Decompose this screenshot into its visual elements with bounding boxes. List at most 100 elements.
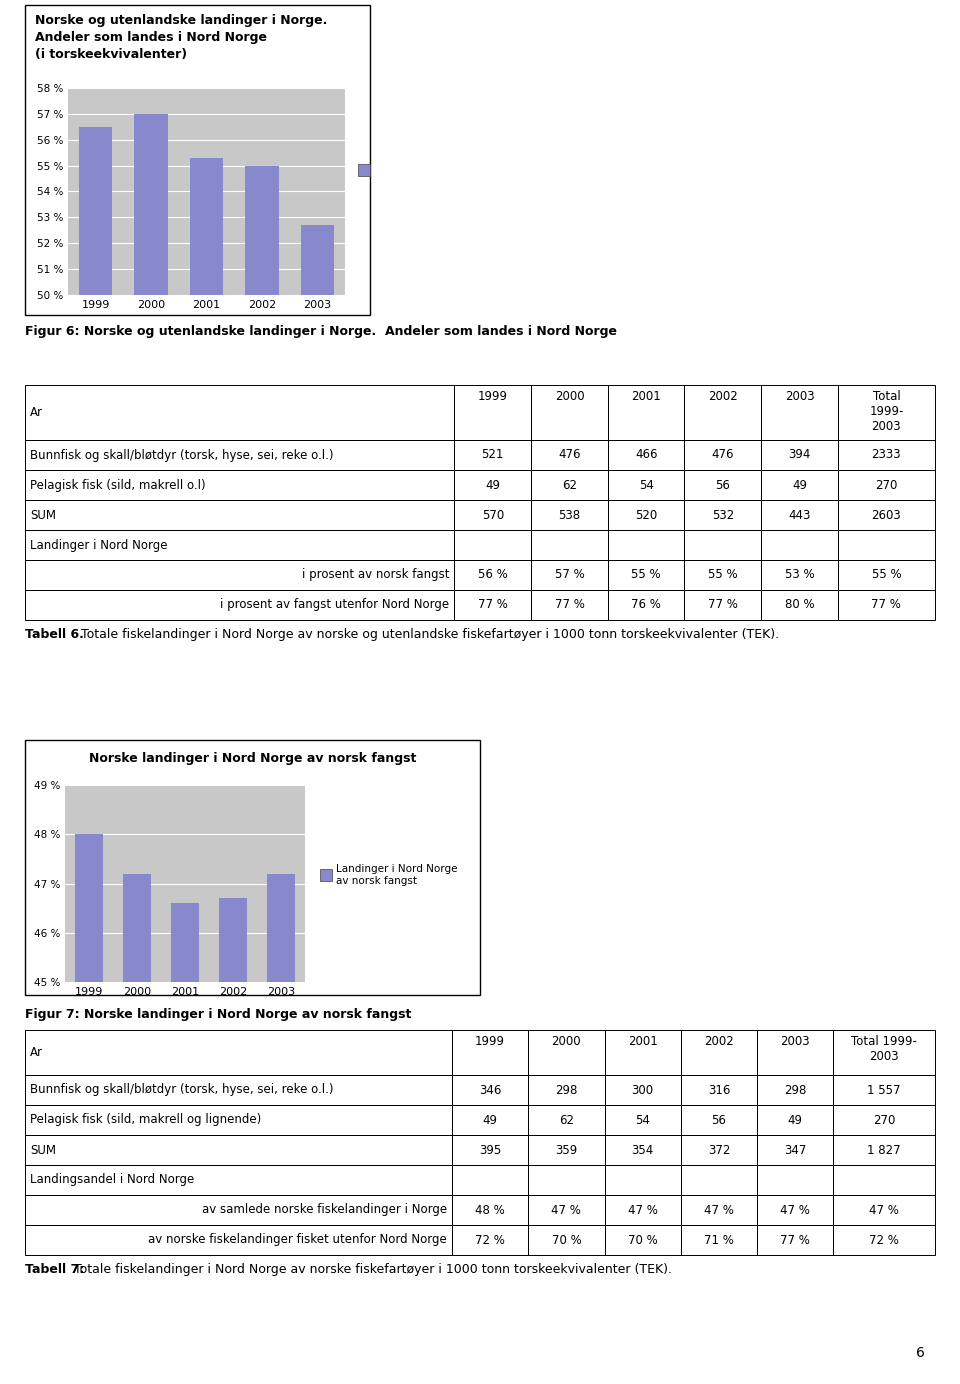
Text: 55 %: 55 % — [872, 569, 901, 581]
Text: Totale fiskelandinger i Nord Norge av norske og utenlandske fiskefartøyer i 1000: Totale fiskelandinger i Nord Norge av no… — [77, 628, 780, 641]
Text: 62: 62 — [562, 479, 577, 491]
Text: 476: 476 — [558, 448, 581, 461]
Text: (i torskeekvivalenter): (i torskeekvivalenter) — [35, 48, 187, 61]
Text: Landinger i Nord Norge: Landinger i Nord Norge — [30, 538, 167, 551]
Text: 2000: 2000 — [552, 1035, 581, 1048]
Text: 77 %: 77 % — [555, 598, 585, 612]
Bar — [134, 113, 168, 1384]
Text: 466: 466 — [635, 448, 658, 461]
Text: 359: 359 — [555, 1143, 578, 1157]
Text: 72 %: 72 % — [869, 1233, 900, 1247]
Text: 54: 54 — [638, 479, 654, 491]
Text: 354: 354 — [632, 1143, 654, 1157]
Text: 1 557: 1 557 — [868, 1084, 900, 1096]
Text: Figur 7: Norske landinger i Nord Norge av norsk fangst: Figur 7: Norske landinger i Nord Norge a… — [25, 1008, 412, 1021]
Bar — [246, 166, 278, 1384]
Text: 48 %: 48 % — [475, 1204, 505, 1217]
Text: Norske og utenlandske landinger i Norge.: Norske og utenlandske landinger i Norge. — [35, 14, 327, 28]
Text: 298: 298 — [784, 1084, 806, 1096]
Text: 270: 270 — [876, 479, 898, 491]
Text: 71 %: 71 % — [704, 1233, 733, 1247]
Text: 520: 520 — [635, 508, 658, 522]
Text: 77 %: 77 % — [872, 598, 901, 612]
Text: i prosent av fangst utenfor Nord Norge: i prosent av fangst utenfor Nord Norge — [220, 598, 449, 612]
Bar — [300, 226, 334, 1384]
Text: Total
1999-
2003: Total 1999- 2003 — [869, 390, 903, 433]
Text: 2333: 2333 — [872, 448, 901, 461]
Text: 55 %: 55 % — [632, 569, 661, 581]
Text: 2603: 2603 — [872, 508, 901, 522]
Text: Tabell 6.: Tabell 6. — [25, 628, 84, 641]
Text: 76 %: 76 % — [632, 598, 661, 612]
Bar — [79, 127, 112, 1384]
Text: 49: 49 — [483, 1114, 497, 1127]
Text: 56: 56 — [711, 1114, 727, 1127]
Text: 1999: 1999 — [475, 1035, 505, 1048]
Text: 57 %: 57 % — [555, 569, 585, 581]
Text: 521: 521 — [482, 448, 504, 461]
Text: 77 %: 77 % — [478, 598, 508, 612]
Text: 49: 49 — [788, 1114, 803, 1127]
Text: 316: 316 — [708, 1084, 731, 1096]
Text: 54: 54 — [636, 1114, 650, 1127]
Text: 62: 62 — [559, 1114, 574, 1127]
Text: 270: 270 — [873, 1114, 896, 1127]
Text: 2003: 2003 — [780, 1035, 810, 1048]
Bar — [75, 835, 104, 1384]
Text: 70 %: 70 % — [628, 1233, 658, 1247]
Text: 77 %: 77 % — [708, 598, 738, 612]
Text: 372: 372 — [708, 1143, 731, 1157]
Text: 70 %: 70 % — [552, 1233, 582, 1247]
Text: 49: 49 — [486, 479, 500, 491]
Text: Total 1999-
2003: Total 1999- 2003 — [852, 1035, 917, 1063]
Text: 2000: 2000 — [555, 390, 585, 403]
Text: Ar: Ar — [30, 1046, 43, 1059]
Text: Bunnfisk og skall/bløtdyr (torsk, hyse, sei, reke o.l.): Bunnfisk og skall/bløtdyr (torsk, hyse, … — [30, 448, 333, 461]
Text: Norske landinger i Nord Norge av norsk fangst: Norske landinger i Nord Norge av norsk f… — [89, 752, 417, 765]
Text: 6: 6 — [916, 1347, 924, 1360]
Text: Totale fiskelandinger i Nord Norge av norske fiskefartøyer i 1000 tonn torskeekv: Totale fiskelandinger i Nord Norge av no… — [70, 1264, 672, 1276]
Text: 298: 298 — [555, 1084, 578, 1096]
Text: 55 %: 55 % — [708, 569, 737, 581]
Text: 346: 346 — [479, 1084, 501, 1096]
Text: av norske fiskelandinger fisket utenfor Nord Norge: av norske fiskelandinger fisket utenfor … — [148, 1233, 447, 1247]
Text: 476: 476 — [711, 448, 734, 461]
Text: 300: 300 — [632, 1084, 654, 1096]
Text: 570: 570 — [482, 508, 504, 522]
Text: 1 827: 1 827 — [867, 1143, 901, 1157]
Text: Figur 6: Norske og utenlandske landinger i Norge.  Andeler som landes i Nord Nor: Figur 6: Norske og utenlandske landinger… — [25, 325, 617, 338]
Text: 347: 347 — [784, 1143, 806, 1157]
Text: 72 %: 72 % — [475, 1233, 505, 1247]
Text: 2003: 2003 — [784, 390, 814, 403]
Text: 538: 538 — [559, 508, 581, 522]
Text: Tabell 7:: Tabell 7: — [25, 1264, 84, 1276]
Text: 2001: 2001 — [628, 1035, 658, 1048]
Bar — [267, 873, 296, 1384]
Text: 47 %: 47 % — [551, 1204, 582, 1217]
Text: Landinger i Nord Norge
av norsk fangst: Landinger i Nord Norge av norsk fangst — [336, 864, 458, 886]
Text: 47 %: 47 % — [628, 1204, 658, 1217]
Text: 56 %: 56 % — [478, 569, 508, 581]
Text: 2002: 2002 — [704, 1035, 733, 1048]
Text: 53 %: 53 % — [784, 569, 814, 581]
Bar — [190, 158, 223, 1384]
Text: 532: 532 — [711, 508, 734, 522]
Text: 49: 49 — [792, 479, 807, 491]
Text: Andeler som landes i Nord Norge: Andeler som landes i Nord Norge — [35, 30, 267, 44]
Text: 1999: 1999 — [478, 390, 508, 403]
Text: Pelagisk fisk (sild, makrell og lignende): Pelagisk fisk (sild, makrell og lignende… — [30, 1114, 261, 1127]
Text: 395: 395 — [479, 1143, 501, 1157]
Text: 443: 443 — [788, 508, 810, 522]
Text: 47 %: 47 % — [780, 1204, 810, 1217]
Text: SUM: SUM — [30, 1143, 56, 1157]
Text: 2002: 2002 — [708, 390, 737, 403]
Text: av samlede norske fiskelandinger i Norge: av samlede norske fiskelandinger i Norge — [202, 1204, 447, 1217]
Bar — [219, 898, 248, 1384]
Text: 394: 394 — [788, 448, 810, 461]
Bar — [123, 873, 152, 1384]
Text: Bunnfisk og skall/bløtdyr (torsk, hyse, sei, reke o.l.): Bunnfisk og skall/bløtdyr (torsk, hyse, … — [30, 1084, 333, 1096]
Text: 80 %: 80 % — [784, 598, 814, 612]
Text: 47 %: 47 % — [704, 1204, 733, 1217]
Text: Landingsandel i Nord Norge: Landingsandel i Nord Norge — [30, 1174, 194, 1186]
Bar — [171, 904, 200, 1384]
